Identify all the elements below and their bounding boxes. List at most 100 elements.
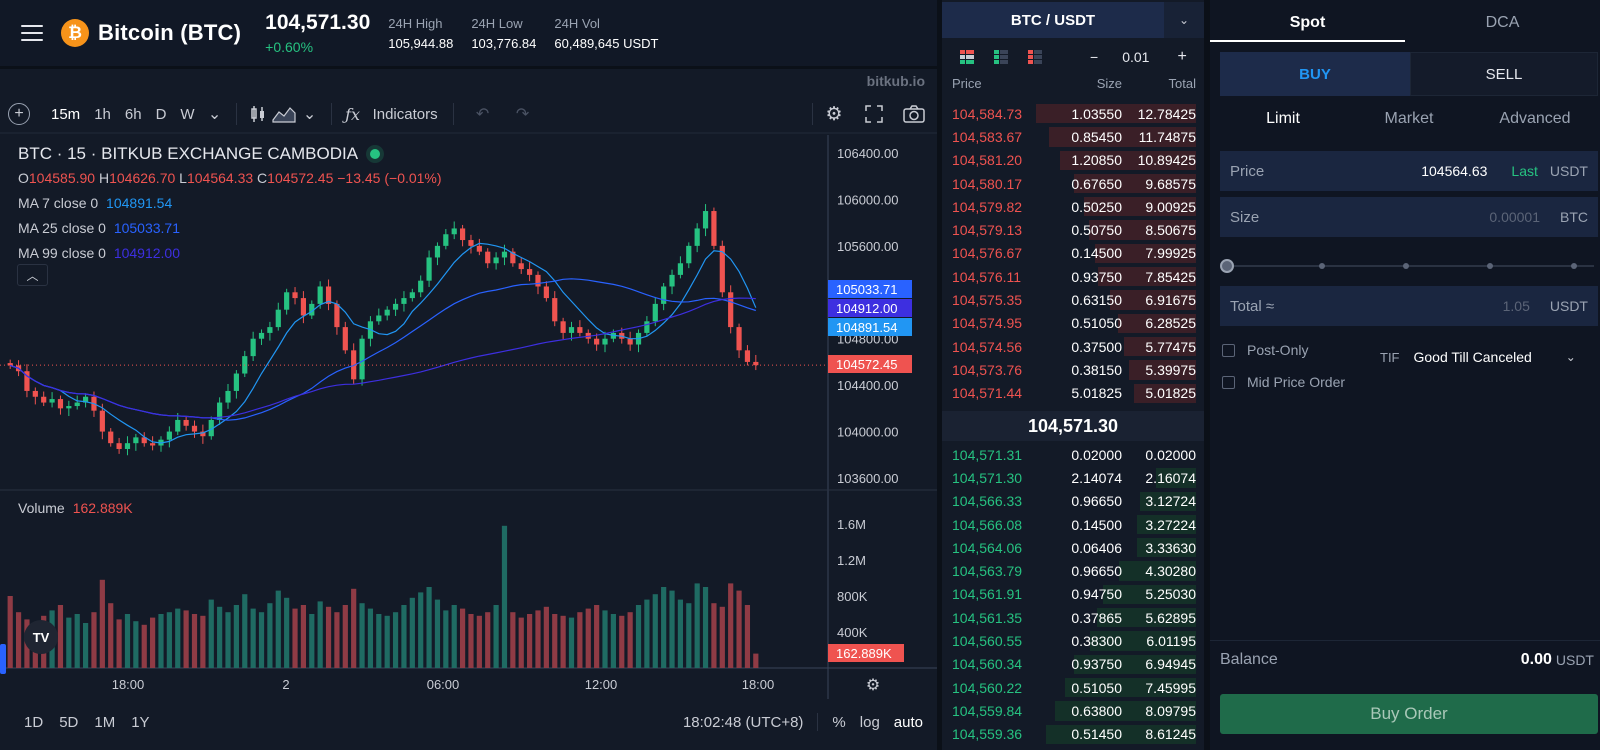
- interval-1h[interactable]: 1h: [94, 105, 111, 123]
- pair-selector[interactable]: BTC / USDT ⌄: [942, 2, 1204, 38]
- tradingview-logo-icon[interactable]: TV: [24, 620, 58, 654]
- tif-select[interactable]: TIF Good Till Canceled ⌄: [1380, 349, 1576, 365]
- chevron-down-icon[interactable]: ⌄: [207, 106, 222, 123]
- bid-row[interactable]: 104,571.31 0.02000 0.02000: [942, 443, 1204, 466]
- ask-row[interactable]: 104,576.11 0.93750 7.85425: [942, 265, 1204, 288]
- range-1m[interactable]: 1M: [94, 713, 116, 731]
- volume-bar: [325, 606, 332, 668]
- buy-order-button[interactable]: Buy Order: [1220, 694, 1598, 734]
- bid-row[interactable]: 104,561.91 0.94750 5.25030: [942, 583, 1204, 606]
- bid-row[interactable]: 104,571.30 2.14074 2.16074: [942, 466, 1204, 489]
- mid-price-checkbox[interactable]: [1222, 375, 1235, 389]
- amount-slider[interactable]: [1220, 258, 1598, 274]
- settings-gear-icon[interactable]: ⚙: [825, 103, 843, 125]
- interval-15m[interactable]: 15m: [51, 105, 81, 123]
- range-1d[interactable]: 1D: [24, 713, 44, 731]
- candle-down: [342, 327, 348, 351]
- tab-market[interactable]: Market: [1384, 110, 1434, 127]
- area-chart-icon[interactable]: [271, 103, 297, 125]
- ask-row[interactable]: 104,579.82 0.50250 9.00925: [942, 195, 1204, 218]
- fullscreen-icon[interactable]: [861, 103, 887, 125]
- ask-row[interactable]: 104,573.76 0.38150 5.39975: [942, 358, 1204, 381]
- ask-row[interactable]: 104,584.73 1.03550 12.78425: [942, 102, 1204, 125]
- ask-row[interactable]: 104,580.17 0.67650 9.68575: [942, 172, 1204, 195]
- percent-scale[interactable]: %: [832, 713, 846, 731]
- view-both-icon[interactable]: [960, 50, 974, 64]
- chevron-down-icon[interactable]: ⌄: [302, 106, 317, 123]
- slider-tick-25[interactable]: [1319, 263, 1325, 269]
- price-input[interactable]: 104564.63: [1421, 163, 1488, 179]
- buy-tab[interactable]: BUY: [1220, 52, 1410, 96]
- log-scale[interactable]: log: [859, 713, 880, 731]
- mid-price-option[interactable]: Mid Price Order: [1222, 374, 1345, 390]
- bid-row[interactable]: 104,564.06 0.06406 3.33630: [942, 536, 1204, 559]
- bid-row[interactable]: 104,560.34 0.93750 6.94945: [942, 653, 1204, 676]
- slider-handle[interactable]: [1220, 259, 1234, 273]
- hamburger-menu-icon[interactable]: [21, 25, 43, 41]
- tif-value[interactable]: Good Till Canceled: [1413, 349, 1532, 365]
- pair-label[interactable]: BTC / USDT: [1010, 11, 1096, 29]
- range-5d[interactable]: 5D: [59, 713, 79, 731]
- auto-scale[interactable]: auto: [893, 713, 923, 731]
- ask-row[interactable]: 104,575.35 0.63150 6.91675: [942, 288, 1204, 311]
- candles-icon[interactable]: [245, 103, 271, 125]
- collapse-legend-button[interactable]: ︿: [17, 264, 48, 286]
- increase-step-button[interactable]: +: [1177, 48, 1187, 65]
- add-symbol-icon[interactable]: +: [8, 103, 30, 125]
- undo-icon[interactable]: ↶: [475, 106, 490, 123]
- post-only-checkbox[interactable]: [1222, 343, 1235, 357]
- bid-row[interactable]: 104,560.22 0.51050 7.45995: [942, 676, 1204, 699]
- buy-sell-toggle: BUY SELL: [1220, 52, 1598, 96]
- tab-dca[interactable]: DCA: [1485, 14, 1520, 31]
- coin-name[interactable]: Bitcoin (BTC): [98, 20, 242, 45]
- price-chart[interactable]: 106400.00 106000.00 105600.00 104400.00 1040…: [0, 69, 937, 750]
- interval-w[interactable]: W: [180, 105, 195, 123]
- bid-row[interactable]: 104,566.08 0.14500 3.27224: [942, 513, 1204, 536]
- total-field[interactable]: Total ≈ 1.05 USDT: [1220, 286, 1598, 326]
- tick-step[interactable]: 0.01: [1122, 49, 1150, 65]
- bid-row[interactable]: 104,559.84 0.63800 8.09795: [942, 699, 1204, 722]
- tab-advanced[interactable]: Advanced: [1499, 110, 1571, 127]
- axis-settings-icon[interactable]: ⚙: [866, 675, 880, 694]
- bid-row[interactable]: 104,563.79 0.96650 4.30280: [942, 559, 1204, 582]
- function-icon[interactable]: ƒx: [345, 104, 361, 124]
- size-input[interactable]: 0.00001: [1489, 209, 1540, 225]
- bid-row[interactable]: 104,566.33 0.96650 3.12724: [942, 490, 1204, 513]
- clock[interactable]: 18:02:48 (UTC+8): [682, 713, 804, 731]
- redo-icon[interactable]: ↷: [515, 106, 530, 123]
- sell-tab[interactable]: SELL: [1410, 52, 1598, 96]
- indicators-button[interactable]: Indicators: [372, 105, 438, 123]
- tab-spot[interactable]: Spot: [1210, 2, 1405, 42]
- ask-row[interactable]: 104,581.20 1.20850 10.89425: [942, 149, 1204, 172]
- last-price-button[interactable]: Last: [1511, 163, 1538, 179]
- chevron-down-icon[interactable]: ⌄: [1164, 2, 1204, 38]
- bid-row[interactable]: 104,559.36 0.51450 8.61245: [942, 723, 1204, 746]
- view-asks-icon[interactable]: [1028, 50, 1042, 64]
- chart-panel[interactable]: 106400.00 106000.00 105600.00 104400.00 1040…: [0, 69, 937, 750]
- range-1y[interactable]: 1Y: [131, 713, 150, 731]
- ask-row[interactable]: 104,583.67 0.85450 11.74875: [942, 125, 1204, 148]
- decrease-step-button[interactable]: −: [1090, 49, 1099, 65]
- price-field[interactable]: Price 104564.63 Last USDT: [1220, 151, 1598, 191]
- slider-tick-50[interactable]: [1403, 263, 1409, 269]
- ask-row[interactable]: 104,579.13 0.50750 8.50675: [942, 218, 1204, 241]
- interval-d[interactable]: D: [155, 105, 167, 123]
- mid-price[interactable]: 104,571.30: [942, 411, 1204, 441]
- slider-tick-100[interactable]: [1571, 263, 1577, 269]
- bid-row[interactable]: 104,561.35 0.37865 5.62895: [942, 606, 1204, 629]
- slider-tick-75[interactable]: [1487, 263, 1493, 269]
- ask-row[interactable]: 104,571.44 5.01825 5.01825: [942, 382, 1204, 405]
- tab-limit[interactable]: Limit: [1266, 110, 1300, 127]
- ask-row[interactable]: 104,574.56 0.37500 5.77475: [942, 335, 1204, 358]
- camera-icon[interactable]: [901, 103, 927, 125]
- chevron-down-icon[interactable]: ⌄: [1565, 350, 1576, 364]
- ask-row[interactable]: 104,576.67 0.14500 7.99925: [942, 242, 1204, 265]
- total-input[interactable]: 1.05: [1502, 298, 1530, 314]
- post-only-option[interactable]: Post-Only: [1222, 342, 1308, 358]
- slider-track[interactable]: [1234, 265, 1594, 267]
- ask-row[interactable]: 104,574.95 0.51050 6.28525: [942, 312, 1204, 335]
- size-field[interactable]: Size 0.00001 BTC: [1220, 197, 1598, 237]
- view-bids-icon[interactable]: [994, 50, 1008, 64]
- bid-row[interactable]: 104,560.55 0.38300 6.01195: [942, 629, 1204, 652]
- interval-6h[interactable]: 6h: [124, 105, 142, 123]
